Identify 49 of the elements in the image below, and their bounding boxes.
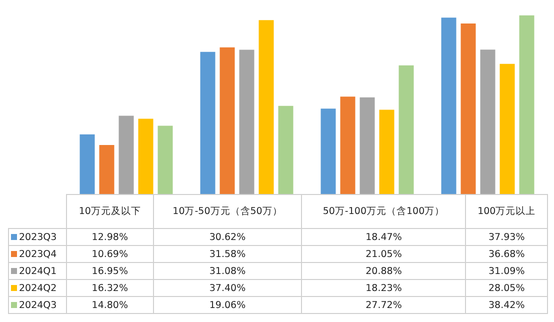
bar — [258, 20, 274, 195]
data-label: 36.68% — [466, 246, 548, 262]
bar — [200, 52, 216, 195]
bar — [239, 50, 254, 195]
x-tick-label: 10万元及以下 — [66, 194, 154, 228]
data-label: 37.93% — [466, 228, 548, 246]
bar — [158, 126, 173, 195]
data-label: 37.40% — [153, 280, 302, 296]
data-label: 18.23% — [302, 280, 466, 296]
x-tick-label: 50万-100万元（含100万） — [302, 194, 466, 228]
bar — [99, 145, 114, 195]
x-tick-label: 10万-50万元（含50万） — [153, 194, 302, 228]
legend-label: 2024Q3 — [8, 296, 66, 314]
bar — [80, 134, 95, 195]
bar — [379, 110, 394, 195]
bar — [460, 24, 476, 195]
data-label: 12.98% — [66, 228, 154, 246]
bar — [500, 64, 515, 195]
bar — [220, 47, 235, 195]
data-label: 31.09% — [466, 262, 548, 280]
bar — [360, 97, 375, 195]
legend-label: 2024Q1 — [8, 262, 66, 280]
bar — [480, 50, 496, 195]
bar — [340, 96, 356, 195]
bar — [441, 18, 456, 195]
legend-label: 2024Q2 — [8, 280, 66, 296]
bar — [118, 116, 134, 195]
legend-label: 2023Q4 — [8, 246, 66, 262]
data-label: 31.58% — [153, 246, 302, 262]
data-label: 20.88% — [302, 262, 466, 280]
data-label: 31.08% — [153, 262, 302, 280]
x-tick-label: 100万元以上 — [466, 194, 548, 228]
bar — [138, 118, 154, 195]
bar — [320, 108, 336, 195]
data-label: 28.05% — [466, 280, 548, 296]
data-label: 16.32% — [66, 280, 154, 296]
bar — [398, 65, 414, 195]
data-label: 27.72% — [302, 296, 466, 314]
data-label: 10.69% — [66, 246, 154, 262]
legend-label: 2023Q3 — [8, 228, 66, 246]
bar — [519, 15, 534, 195]
data-label: 21.05% — [302, 246, 466, 262]
data-label: 16.95% — [66, 262, 154, 280]
data-label: 18.47% — [302, 228, 466, 246]
data-label: 19.06% — [153, 296, 302, 314]
data-label: 30.62% — [153, 228, 302, 246]
data-label: 14.80% — [66, 296, 154, 314]
bar — [278, 106, 294, 195]
data-label: 38.42% — [466, 296, 548, 314]
